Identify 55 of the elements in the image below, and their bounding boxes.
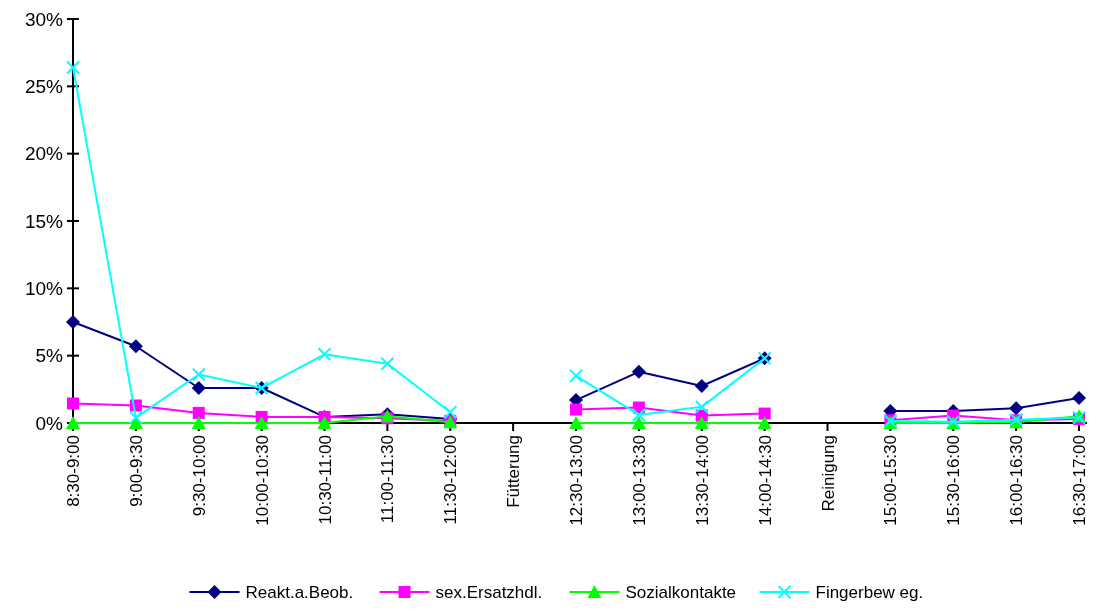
point [1009, 401, 1024, 416]
legend-label: sex.Ersatzhdl. [435, 582, 543, 602]
y-tick-label: 0% [35, 412, 64, 434]
x-tick-label: 16:00-16:30 [1007, 435, 1027, 526]
x-tick-label: 11:30-12:00 [441, 435, 461, 525]
point [192, 406, 205, 419]
x-tick-label: 9:30-10:00 [189, 435, 209, 517]
point [317, 416, 332, 429]
x-tick-label: 12:30-13:00 [567, 435, 586, 526]
point [66, 315, 80, 329]
point [569, 368, 583, 383]
x-tick-label: 14:00-14:30 [755, 435, 775, 526]
x-tick-label: 16:30-17:00 [1070, 435, 1089, 526]
point [694, 378, 709, 393]
x-tick-label: 15:30-16:00 [944, 435, 964, 526]
point [128, 410, 143, 425]
x-tick-label: 10:30-11:00 [315, 435, 335, 525]
point [631, 407, 646, 422]
x-tick-label: 15:00-15:30 [881, 435, 901, 526]
y-tick-label: 10% [24, 277, 64, 299]
point [569, 416, 583, 429]
legend-label: Sozialkontakte [625, 582, 737, 602]
point [758, 407, 771, 420]
y-tick-label: 5% [35, 345, 64, 367]
point [128, 339, 143, 354]
x-tick-label: Reinigung [818, 435, 838, 512]
x-tick-label: 8:30-9:00 [64, 435, 83, 507]
legend-label: Fingerbew eg. [815, 582, 924, 602]
point [631, 364, 646, 379]
point [694, 399, 709, 414]
point [191, 380, 206, 395]
x-tick-label: 9:00-9:30 [126, 435, 146, 507]
x-tick-label: 13:30-14:00 [692, 435, 712, 526]
x-tick-label: 13:00-13:30 [629, 435, 649, 526]
point [191, 416, 206, 429]
legend-label: Reakt.a.Beob. [245, 582, 354, 602]
point [380, 356, 395, 371]
point [67, 397, 79, 410]
point [631, 416, 646, 429]
point [191, 367, 206, 382]
point [254, 416, 269, 429]
x-tick-label: Fütterung [504, 435, 524, 508]
point [1072, 391, 1086, 406]
point [694, 416, 709, 429]
y-tick-label: 20% [24, 143, 64, 165]
point [757, 416, 772, 429]
y-tick-label: 30% [24, 8, 64, 30]
x-tick-label: 11:00-11:30 [378, 435, 398, 524]
x-tick-label: 10:00-10:30 [252, 435, 272, 526]
y-tick-label: 15% [24, 210, 64, 232]
point [443, 405, 458, 420]
point [570, 403, 582, 416]
point [66, 60, 80, 75]
point [317, 347, 332, 362]
y-tick-label: 25% [24, 75, 64, 97]
